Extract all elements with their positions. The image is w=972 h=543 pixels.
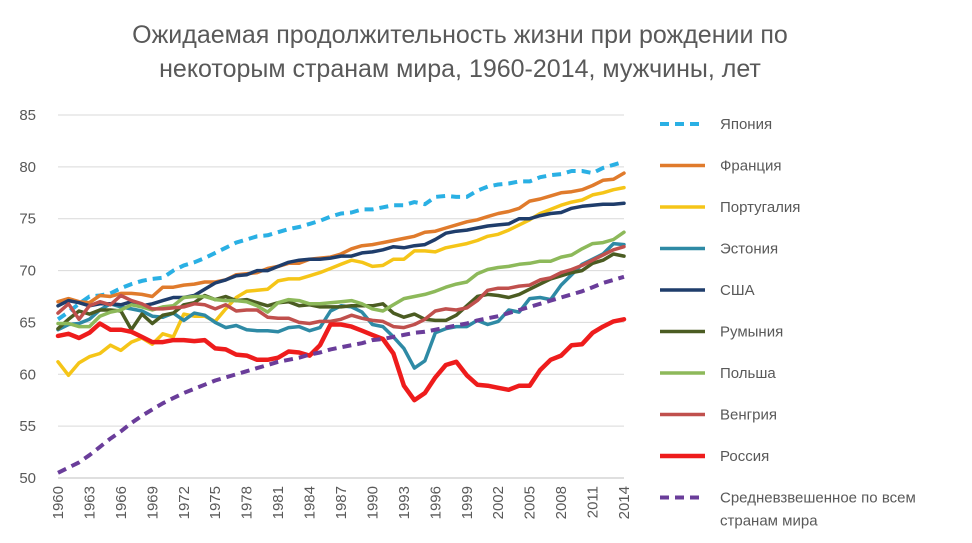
x-tick-label: 2011 bbox=[585, 486, 602, 518]
y-tick-label: 85 bbox=[19, 107, 36, 124]
legend-label: США bbox=[720, 282, 755, 299]
legend-label: Румыния bbox=[720, 324, 783, 341]
x-tick-label: 2008 bbox=[553, 486, 570, 519]
series-lines bbox=[55, 159, 627, 475]
x-tick-label: 2014 bbox=[616, 486, 633, 519]
x-tick-label: 2005 bbox=[522, 486, 539, 519]
legend-label: Россия bbox=[720, 448, 769, 465]
x-tick-label: 1963 bbox=[81, 486, 98, 519]
y-tick-label: 75 bbox=[19, 211, 36, 228]
series-line-4 bbox=[56, 201, 626, 308]
legend-label: Франция bbox=[720, 158, 781, 175]
x-axis-ticks: 1960 1963 1966 1969 1972 1975 1978 1981 1984 1987… bbox=[50, 486, 633, 519]
series-line-7 bbox=[56, 244, 626, 330]
chart-title: Ожидаемая продолжительность жизни при ро… bbox=[60, 18, 860, 86]
gridlines bbox=[58, 114, 624, 479]
series-line-5 bbox=[56, 252, 626, 332]
y-tick-label: 60 bbox=[19, 366, 36, 383]
x-tick-label: 1981 bbox=[270, 486, 287, 519]
y-tick-label: 80 bbox=[19, 159, 36, 176]
y-tick-label: 50 bbox=[19, 470, 36, 487]
y-tick-label: 55 bbox=[19, 418, 36, 435]
x-tick-label: 1990 bbox=[364, 486, 381, 519]
legend: Япония Франция Португалия Эстония США Румыния… bbox=[660, 116, 916, 530]
x-tick-label: 1972 bbox=[176, 486, 193, 519]
x-tick-label: 1987 bbox=[333, 486, 350, 519]
chart-title-line-1: Ожидаемая продолжительность жизни при ро… bbox=[132, 21, 788, 49]
x-tick-label: 1969 bbox=[144, 486, 161, 519]
x-tick-label: 1966 bbox=[113, 486, 130, 519]
x-tick-label: 1999 bbox=[459, 486, 476, 519]
legend-label: Польша bbox=[720, 365, 776, 382]
x-tick-label: 2002 bbox=[490, 486, 507, 519]
x-tick-label: 1975 bbox=[207, 486, 224, 519]
legend-label: Япония bbox=[720, 116, 772, 133]
y-tick-label: 70 bbox=[19, 263, 36, 280]
x-tick-label: 1993 bbox=[396, 486, 413, 519]
series-line-9 bbox=[57, 274, 625, 475]
series-line-0 bbox=[56, 159, 625, 321]
legend-label: Венгрия bbox=[720, 407, 777, 424]
y-axis-ticks: 50 55 60 65 70 75 80 85 bbox=[19, 107, 36, 487]
legend-label: странам мира bbox=[720, 513, 818, 530]
legend-label: Средневзвешенное по всем bbox=[720, 490, 916, 507]
x-tick-label: 1984 bbox=[302, 486, 319, 519]
x-tick-label: 1960 bbox=[50, 486, 67, 519]
series-line-1 bbox=[56, 171, 626, 305]
x-tick-label: 1978 bbox=[239, 486, 256, 519]
legend-label: Португалия bbox=[720, 199, 800, 216]
x-tick-label: 1996 bbox=[427, 486, 444, 519]
legend-label: Эстония bbox=[720, 241, 778, 258]
y-tick-label: 65 bbox=[19, 314, 36, 331]
chart-title-line-2: некоторым странам мира, 1960-2014, мужчи… bbox=[159, 55, 761, 83]
series-line-8 bbox=[55, 317, 627, 403]
